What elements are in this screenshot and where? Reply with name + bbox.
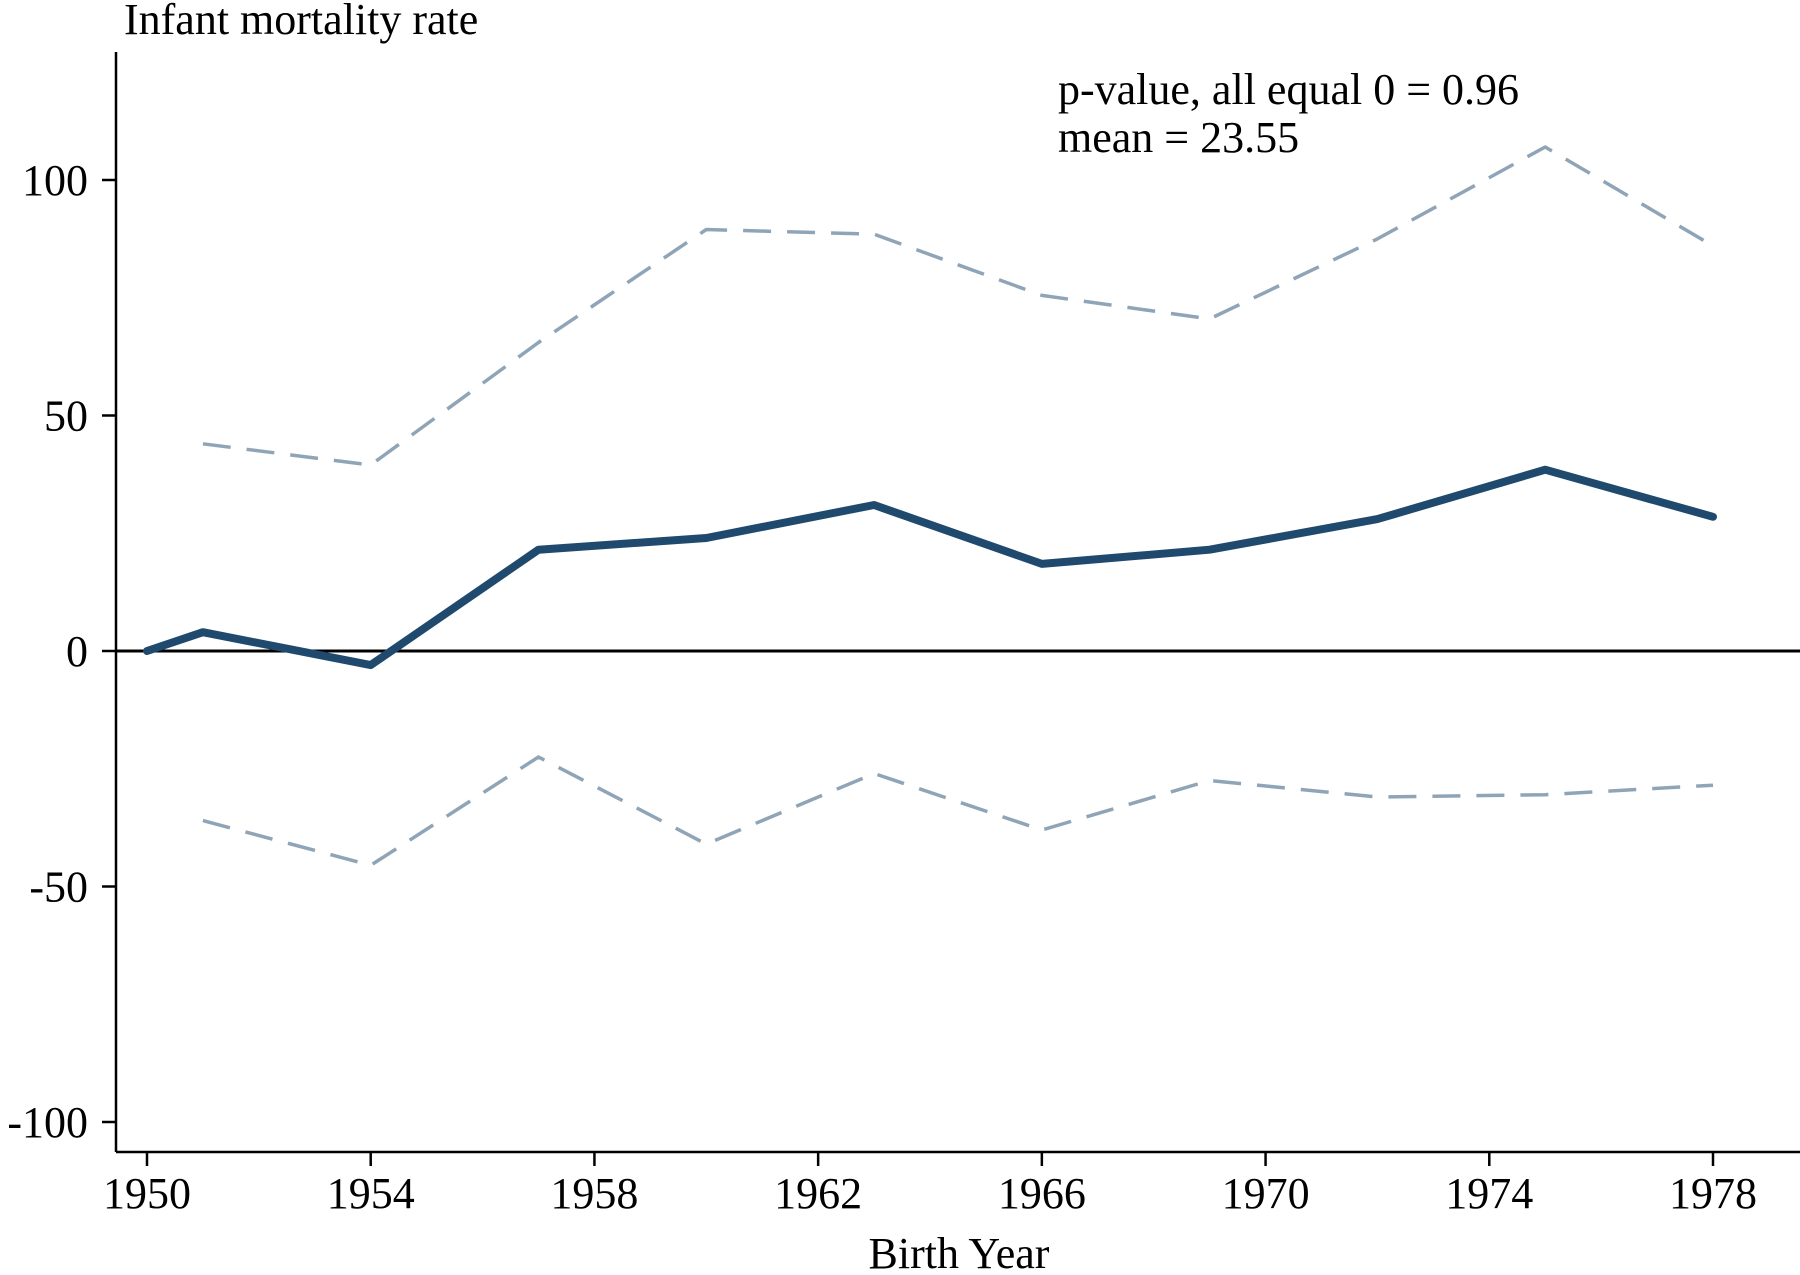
y-tick-label-50: 50 xyxy=(44,392,88,441)
series-upper-ci-line xyxy=(202,145,1714,467)
y-axis-title: Infant mortality rate xyxy=(124,0,478,44)
plot-area: -100 -50 0 50 100 1950 1954 1958 1962 1966 1970 197… xyxy=(7,52,1800,1218)
x-tick-label-1950: 1950 xyxy=(103,1169,191,1218)
x-tick-label-1958: 1958 xyxy=(550,1169,638,1218)
y-tick-label-100: 100 xyxy=(22,156,88,205)
y-tick-label-0: 0 xyxy=(66,627,88,676)
x-tick-label-1978: 1978 xyxy=(1669,1169,1757,1218)
x-tick-label-1974: 1974 xyxy=(1445,1169,1533,1218)
series-estimate-line xyxy=(143,465,1717,670)
x-axis-title: Birth Year xyxy=(869,1229,1050,1275)
x-tick-label-1962: 1962 xyxy=(774,1169,862,1218)
y-tick-label--50: -50 xyxy=(29,863,88,912)
mean-annotation: mean = 23.55 xyxy=(1058,113,1299,162)
x-tick-label-1970: 1970 xyxy=(1222,1169,1310,1218)
x-tick-label-1966: 1966 xyxy=(998,1169,1086,1218)
series-lower-ci-line xyxy=(202,755,1714,868)
p-value-annotation: p-value, all equal 0 = 0.96 xyxy=(1058,65,1519,114)
x-tick-label-1954: 1954 xyxy=(327,1169,415,1218)
y-tick-label--100: -100 xyxy=(7,1098,88,1147)
